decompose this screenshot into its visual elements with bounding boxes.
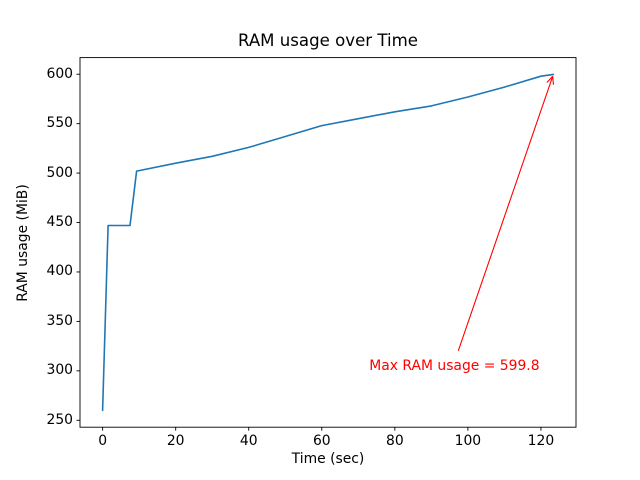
- x-tick-label: 120: [527, 433, 555, 449]
- x-tick-label: 0: [98, 433, 108, 449]
- y-tick-label: 550: [46, 115, 73, 132]
- y-tick-label: 250: [46, 411, 73, 428]
- annotation-text: Max RAM usage = 599.8: [369, 357, 540, 374]
- x-tick-label: 20: [166, 433, 185, 449]
- y-tick-label: 500: [46, 164, 73, 181]
- y-tick-label: 350: [46, 312, 73, 329]
- x-tick-label: 80: [385, 433, 404, 449]
- chart-title: RAM usage over Time: [237, 31, 419, 50]
- y-tick-label: 400: [46, 263, 73, 280]
- y-tick-label: 450: [46, 214, 73, 231]
- y-tick-label: 300: [46, 362, 73, 379]
- x-axis-label: Time (sec): [291, 451, 365, 467]
- x-tick-label: 100: [454, 433, 482, 449]
- y-tick-label: 600: [46, 65, 73, 82]
- x-tick-label: 40: [239, 433, 258, 449]
- x-tick-label: 60: [312, 433, 331, 449]
